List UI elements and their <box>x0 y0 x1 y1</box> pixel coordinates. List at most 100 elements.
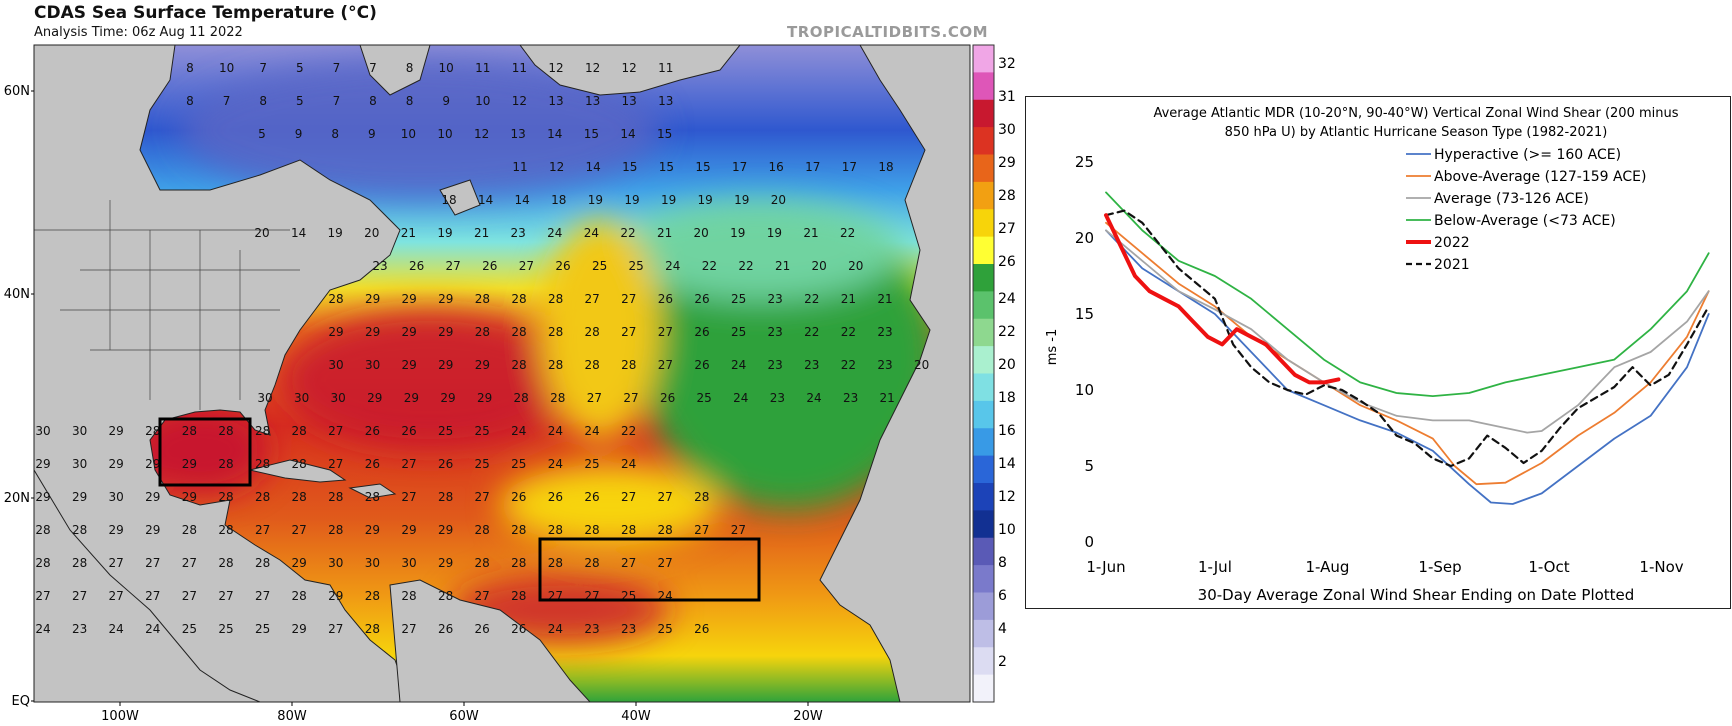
colorbar-swatch <box>973 373 994 402</box>
sst-value: 28 <box>511 325 526 339</box>
sst-value: 21 <box>401 226 416 240</box>
colorbar-tick-label: 8 <box>998 555 1007 571</box>
sst-value: 26 <box>694 292 709 306</box>
colorbar-tick-label: 31 <box>998 89 1016 105</box>
sst-value: 29 <box>365 325 380 339</box>
colorbar-swatch <box>973 619 994 648</box>
land-newfoundland <box>439 179 481 216</box>
sst-value: 5 <box>296 61 304 75</box>
colorbar-swatch <box>973 346 994 374</box>
colorbar: 32 31 30 29 28 27 26 24 22 20 18 16 14 12 10 8 6 4 2 <box>972 44 1016 703</box>
sst-value: 27 <box>255 523 270 537</box>
sst-value: 22 <box>841 325 856 339</box>
sst-value: 8 <box>406 94 414 108</box>
sst-value: 25 <box>182 622 197 636</box>
sst-value: 27 <box>109 556 124 570</box>
sst-value: 30 <box>72 457 87 471</box>
sst-value: 18 <box>551 193 566 207</box>
sst-value: 25 <box>731 325 746 339</box>
sst-value: 27 <box>519 259 534 273</box>
sst-value: 23 <box>511 226 526 240</box>
colorbar-tick-label: 12 <box>998 489 1016 505</box>
sst-value: 28 <box>584 556 599 570</box>
sst-value: 25 <box>629 259 644 273</box>
colorbar-swatch <box>973 45 994 73</box>
chart-x-tick-label: 1-Jun <box>1086 558 1125 576</box>
sst-value: 27 <box>401 457 416 471</box>
colorbar-tick-label: 4 <box>998 621 1007 637</box>
colorbar-swatch <box>973 565 994 593</box>
sst-value: 12 <box>549 160 564 174</box>
yellow-band-central <box>540 220 660 440</box>
sst-value: 27 <box>475 589 490 603</box>
map-title: CDAS Sea Surface Temperature (°C) <box>34 3 377 23</box>
sst-value: 28 <box>475 325 490 339</box>
sst-value: 26 <box>555 259 570 273</box>
sst-value: 28 <box>511 292 526 306</box>
sst-value: 28 <box>621 523 636 537</box>
sst-value: 28 <box>182 424 197 438</box>
sst-value: 8 <box>331 127 339 141</box>
sst-value: 24 <box>733 391 748 405</box>
sst-value: 24 <box>547 226 562 240</box>
sst-value: 28 <box>511 358 526 372</box>
sst-value: 28 <box>511 556 526 570</box>
colorbar-swatch <box>973 483 994 511</box>
sst-values: 8 10 7 5 7 7 8 10 11 11 12 12 12 11 8 7 8 5 7 8 8 9 10 12 13 13 13… <box>35 61 929 636</box>
sst-value: 5 <box>258 127 266 141</box>
sst-value: 29 <box>402 292 417 306</box>
sst-value: 14 <box>515 193 530 207</box>
sst-value: 23 <box>843 391 858 405</box>
sst-value: 24 <box>511 424 526 438</box>
longitude-labels: 100W 80W 60W 40W 20W <box>101 702 823 724</box>
sst-value: 27 <box>475 490 490 504</box>
sst-value: 21 <box>877 292 892 306</box>
sst-value: 28 <box>365 490 380 504</box>
sst-value: 28 <box>511 589 526 603</box>
map-analysis-time: Analysis Time: 06z Aug 11 2022 <box>34 25 243 40</box>
sst-value: 11 <box>475 61 490 75</box>
sst-value: 27 <box>621 556 636 570</box>
sst-value: 14 <box>620 127 635 141</box>
sst-value: 15 <box>657 127 672 141</box>
sst-value: 27 <box>731 523 746 537</box>
colorbar-tick-label: 14 <box>998 456 1016 472</box>
sst-value: 26 <box>438 622 453 636</box>
sst-value: 29 <box>292 556 307 570</box>
sst-value: 22 <box>738 259 753 273</box>
warm-core-gulf <box>130 405 270 495</box>
sst-value: 28 <box>328 523 343 537</box>
sst-value: 27 <box>182 556 197 570</box>
sst-value: 29 <box>328 589 343 603</box>
sst-value: 29 <box>35 457 50 471</box>
sst-value: 23 <box>72 622 87 636</box>
sst-value: 30 <box>294 391 309 405</box>
legend-label: Above-Average (127-159 ACE) <box>1434 169 1646 185</box>
sst-value: 27 <box>35 589 50 603</box>
sst-value: 25 <box>584 457 599 471</box>
series-line-2021 <box>1104 209 1710 468</box>
sst-value: 29 <box>35 490 50 504</box>
sst-value: 23 <box>768 358 783 372</box>
colorbar-swatch <box>973 291 994 320</box>
sst-value: 21 <box>657 226 672 240</box>
latitude-label: EQ <box>12 694 30 709</box>
sst-value: 24 <box>548 457 563 471</box>
colorbar-swatch <box>973 127 994 155</box>
sst-value: 29 <box>402 358 417 372</box>
sst-value: 10 <box>437 127 452 141</box>
sst-value: 8 <box>259 94 267 108</box>
sst-value: 11 <box>512 160 527 174</box>
sst-value: 20 <box>812 259 827 273</box>
sst-value: 28 <box>548 523 563 537</box>
sst-value: 28 <box>585 358 600 372</box>
sst-value: 27 <box>328 424 343 438</box>
colorbar-tick-label: 30 <box>998 122 1016 138</box>
chart-y-tick-label: 5 <box>1084 457 1094 475</box>
series-line-above-average <box>1105 221 1710 486</box>
sst-value: 30 <box>257 391 272 405</box>
sst-value: 28 <box>365 622 380 636</box>
sst-value: 25 <box>255 622 270 636</box>
sst-map: 8 10 7 5 7 7 8 10 11 11 12 12 12 11 8 7 8 5 7 8 8 9 10 12 13 13 13… <box>4 44 1016 724</box>
sst-value: 23 <box>768 325 783 339</box>
